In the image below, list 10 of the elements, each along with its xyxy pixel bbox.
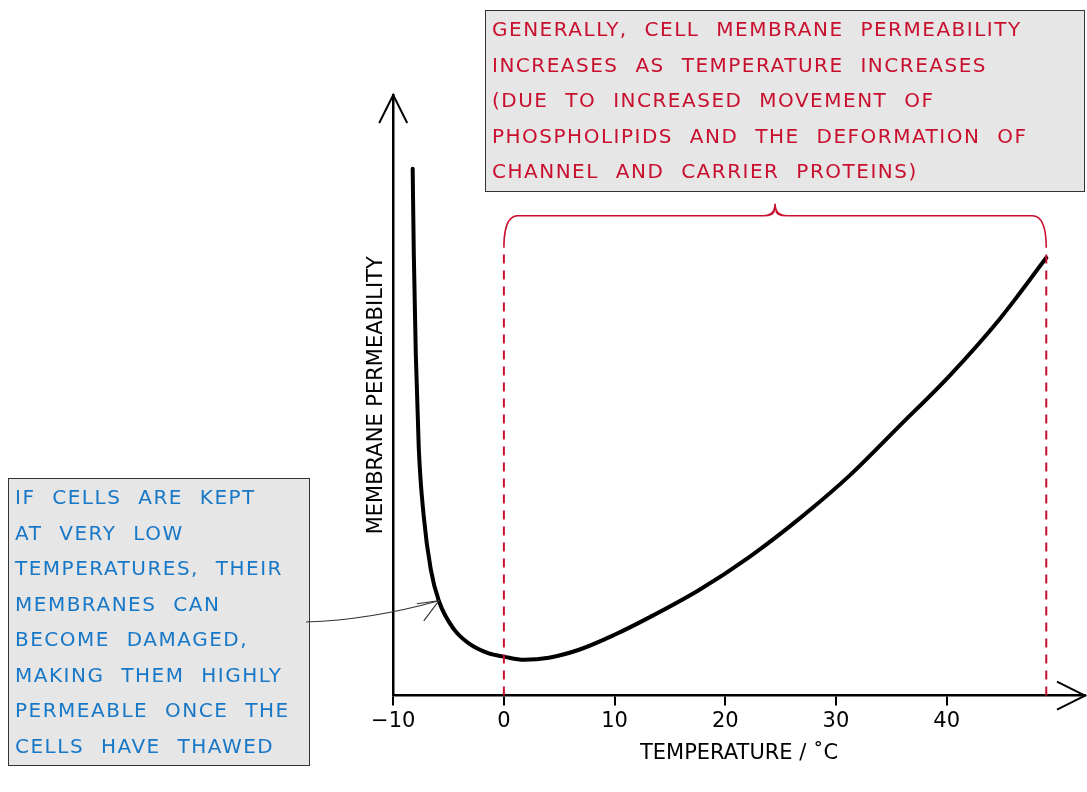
callout-box: GENERALLY, CELL MEMBRANE PERMEABILITY INCREASES AS TEMPERATURE INCREASES (DUE TO INCREASED MOVEMENT OF PHOSPHOLIPIDS AND THE DEFORMATION OF CHANNEL AND CARRIER PROTEINS) — [485, 10, 1085, 192]
x-tick-label: −10 — [371, 707, 416, 732]
x-tick-label: 30 — [822, 707, 850, 732]
y-axis-title: MEMBRANE PERMEABILITY — [363, 256, 388, 535]
x-tick-label: 10 — [601, 707, 628, 732]
x-axis-title: TEMPERATURE / ˚C — [638, 739, 839, 764]
x-tick-label: 0 — [497, 707, 511, 732]
x-tick-label: 40 — [933, 707, 961, 732]
callout-box: IF CELLS ARE KEPT AT VERY LOW TEMPERATURES, THEIR MEMBRANES CAN BECOME DAMAGED, MAKING THEM HIGHLY PERMEABLE ONCE THE CELLS HAVE THAWED — [8, 478, 310, 766]
x-tick-label: 20 — [711, 707, 739, 732]
